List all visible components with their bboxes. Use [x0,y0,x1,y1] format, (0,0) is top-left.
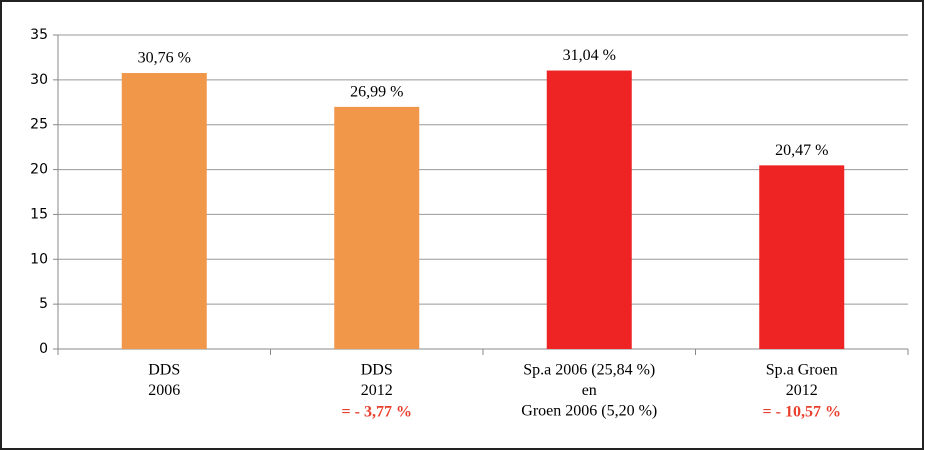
x-tick-label: 2012 [786,382,818,399]
x-tick-label: 2012 [361,382,393,399]
x-tick-label: 2006 [148,382,180,399]
value-label-bg [122,48,207,71]
category-note: = - 10,57 % [763,404,841,421]
y-tick-label: 5 [39,296,48,312]
bar [759,165,845,349]
y-tick-label: 30 [30,72,48,88]
y-tick-label: 15 [30,206,48,222]
x-tick-label: en [582,382,597,399]
value-label: 30,76 % [138,50,191,67]
x-tick-label: Sp.a 2006 (25,84 %) [523,362,655,379]
y-tick-label: 25 [30,117,48,133]
y-tick-label: 20 [30,162,48,178]
x-tick-label: DDS [361,362,393,379]
y-tick-label: 10 [30,251,48,267]
x-tick-label: DDS [148,362,180,379]
y-tick-label: 0 [39,341,48,357]
x-tick-label: Sp.a Groen [766,362,838,379]
bar [334,106,420,349]
value-label: 31,04 % [563,47,616,64]
value-label: 26,99 % [350,84,403,101]
value-label-bg [547,45,632,68]
value-label: 20,47 % [775,142,828,159]
value-label-bg [334,81,419,104]
bar [546,70,632,349]
bar [121,73,207,350]
x-tick-label: Groen 2006 (5,20 %) [521,403,657,420]
value-label-bg [759,140,844,163]
y-tick-label: 35 [30,27,48,43]
category-note: = - 3,77 % [342,404,412,421]
